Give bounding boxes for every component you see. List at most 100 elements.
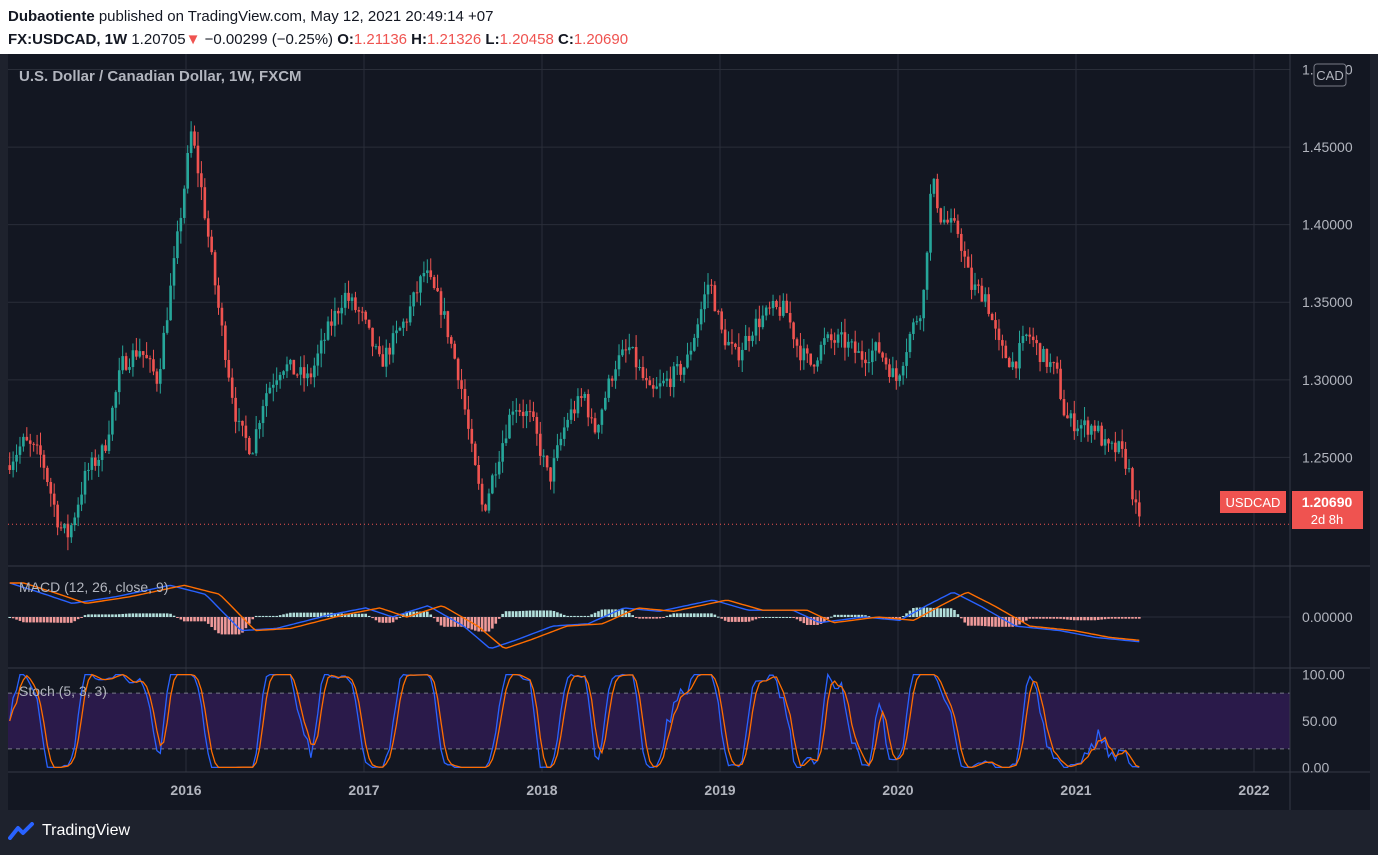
candle-body <box>802 348 806 361</box>
macd-histogram-bar <box>1124 617 1127 619</box>
macd-histogram-bar <box>823 617 826 622</box>
macd-histogram-bar <box>80 617 83 618</box>
candle-body <box>658 383 662 387</box>
candle-body <box>816 360 819 367</box>
macd-histogram-bar <box>453 617 456 627</box>
macd-histogram-bar <box>860 614 864 617</box>
candle-body <box>552 458 556 482</box>
macd-histogram-bar <box>100 614 104 617</box>
macd-histogram-bar <box>758 617 761 619</box>
macd-histogram-bar <box>1069 617 1073 620</box>
macd-histogram-bar <box>350 613 354 617</box>
candle-body <box>107 434 111 451</box>
macd-histogram-bar <box>521 610 525 617</box>
candle-body <box>888 364 891 377</box>
candle-body <box>624 349 628 351</box>
candle-body <box>819 344 823 361</box>
macd-histogram-bar <box>730 617 734 622</box>
macd-line <box>9 582 1140 649</box>
candle-body <box>905 352 908 366</box>
candle-body <box>634 347 638 368</box>
candle-body <box>271 384 275 388</box>
currency-badge[interactable] <box>1313 63 1347 87</box>
candle-body <box>217 285 220 308</box>
macd-histogram-bar <box>515 611 518 617</box>
macd-histogram-bar <box>1138 617 1141 619</box>
candle-body <box>11 461 15 470</box>
candle-body <box>525 411 528 417</box>
candle-body <box>470 428 474 444</box>
candle-body <box>388 347 391 355</box>
candle-body <box>977 284 980 286</box>
candle-body <box>549 467 552 482</box>
candle-body <box>59 527 63 529</box>
candle-body <box>244 425 248 438</box>
macd-histogram-bar <box>104 614 107 617</box>
macd-histogram-bar <box>795 617 799 620</box>
candle-body <box>949 218 953 223</box>
macd-histogram-bar <box>1114 617 1117 619</box>
candle-body <box>111 407 114 435</box>
candle-body <box>357 310 361 312</box>
macd-histogram-bar <box>949 608 953 617</box>
candle-body <box>850 341 854 343</box>
macd-histogram-bar <box>648 617 652 619</box>
candle-body <box>114 392 118 408</box>
candle-body <box>206 218 210 237</box>
candle-body <box>720 311 723 330</box>
candle-body <box>559 438 563 446</box>
macd-histogram-bar <box>956 614 960 617</box>
macd-histogram-bar <box>148 613 152 617</box>
candle-body <box>378 346 381 355</box>
currency-label: CAD <box>1316 68 1343 83</box>
candle-body <box>631 347 634 349</box>
candle-body <box>809 353 812 365</box>
candle-body <box>152 359 155 372</box>
macd-histogram-bar <box>538 610 542 617</box>
candle-body <box>56 504 59 528</box>
macd-histogram-bar <box>805 617 809 625</box>
macd-histogram-bar <box>525 610 528 617</box>
candle-body <box>956 220 960 234</box>
macd-histogram-bar <box>638 617 641 619</box>
candle-body <box>740 349 744 361</box>
candle-body <box>675 364 679 367</box>
macd-histogram-bar <box>682 613 686 617</box>
candle-body <box>176 231 179 259</box>
macd-histogram-bar <box>261 615 265 617</box>
time-tick-label: 2022 <box>1238 782 1269 798</box>
candle-body <box>508 414 511 439</box>
candle-body <box>761 315 765 328</box>
candle-body <box>227 359 231 378</box>
macd-histogram-bar <box>942 608 946 617</box>
candle-body <box>145 354 148 359</box>
candle-body <box>1035 340 1038 344</box>
macd-histogram-bar <box>371 617 374 619</box>
stoch-band-fill <box>8 693 1290 749</box>
chart-area[interactable]: 1.500001.450001.400001.350001.300001.250… <box>8 54 1370 810</box>
axes: 1.500001.450001.400001.350001.300001.250… <box>8 54 1370 810</box>
macd-histogram-bar <box>271 615 275 617</box>
candle-body <box>833 340 836 343</box>
candle-body <box>871 350 874 363</box>
chart-canvas[interactable]: 1.500001.450001.400001.350001.300001.250… <box>8 54 1370 810</box>
macd-histogram-bar <box>436 617 439 622</box>
macd-histogram-bar <box>227 617 231 635</box>
candle-body <box>39 445 42 455</box>
candle-body <box>18 446 22 455</box>
tradingview-logo[interactable]: TradingView <box>8 822 130 840</box>
macd-histogram-bar <box>302 612 306 617</box>
macd-histogram-bar <box>487 617 491 632</box>
macd-histogram-bar <box>491 617 494 629</box>
author-name[interactable]: Dubaotiente <box>8 8 95 25</box>
footer-bar: TradingView <box>0 812 1378 855</box>
candle-body <box>49 481 53 494</box>
candle-body <box>843 332 847 348</box>
macd-histogram-bar <box>456 617 460 627</box>
candle-body <box>340 307 344 314</box>
macd-histogram-bar <box>1052 617 1056 619</box>
macd-histogram-bar <box>973 617 977 626</box>
candle-body <box>710 284 713 286</box>
macd-histogram-bar <box>662 617 665 618</box>
candle-body <box>1007 357 1011 368</box>
